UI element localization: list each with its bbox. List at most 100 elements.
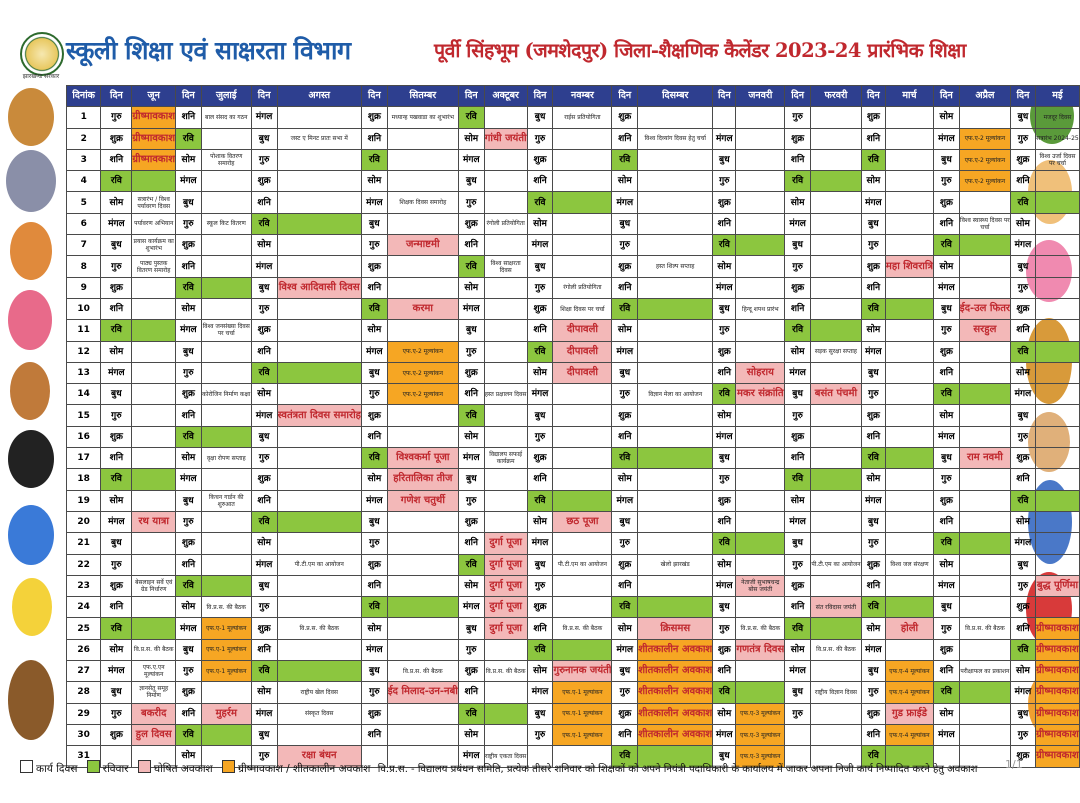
event-cell: राम नवमी: [958, 447, 1012, 470]
event-cell: [386, 276, 459, 299]
weekday-cell: मंगल: [250, 255, 278, 278]
event-cell: [483, 148, 528, 172]
column-header: दिन: [457, 84, 485, 108]
weekday-cell: मंगल: [360, 638, 388, 662]
event-cell: [276, 447, 362, 470]
event-cell: [884, 340, 935, 363]
weekday-cell: बुध: [250, 276, 278, 299]
event-cell: [884, 532, 935, 555]
event-cell: [131, 361, 176, 385]
event-cell: [735, 532, 786, 555]
event-cell: शिक्षा दिवस पर चर्चा: [552, 297, 613, 321]
event-cell: [884, 596, 935, 619]
event-cell: सोहराय: [735, 361, 786, 385]
event-cell: [1034, 319, 1080, 342]
event-cell: एफ.ए-1 मूल्यांकन: [552, 681, 613, 704]
event-cell: वि.प्र.स. की बैठक: [131, 638, 176, 662]
weekday-cell: शनि: [712, 510, 737, 534]
event-cell: [810, 255, 862, 278]
weekday-cell: बुध: [250, 425, 278, 449]
weekday-cell: बुध: [457, 468, 485, 491]
event-cell: [637, 297, 714, 321]
event-cell: [884, 127, 935, 150]
event-cell: [637, 106, 714, 129]
event-cell: [637, 510, 714, 534]
event-cell: [386, 617, 459, 640]
event-cell: ग्रीष्मावकाश: [1034, 745, 1080, 768]
weekday-cell: [784, 723, 811, 747]
weekday-cell: शनि: [250, 191, 278, 214]
column-header: दिन: [611, 84, 639, 108]
weekday-cell: रवि: [860, 745, 886, 768]
weekday-cell: मंगल: [712, 425, 737, 449]
weekday-cell: गुरु: [784, 255, 811, 278]
event-cell: दुर्गा पूजा: [483, 596, 528, 619]
weekday-cell: बुध: [933, 297, 960, 321]
event-cell: एफ.ए.एन मूल्यांकन: [131, 660, 176, 683]
weekday-cell: रवि: [611, 148, 639, 172]
weekday-cell: रवि: [175, 574, 202, 598]
event-cell: विश्वकर्मा पूजा: [386, 447, 459, 470]
event-cell: [1034, 191, 1080, 214]
event-cell: [735, 468, 786, 491]
weekday-cell: सोम: [100, 489, 133, 512]
weekday-cell: गुरु: [860, 383, 886, 406]
event-cell: [386, 702, 459, 725]
calendar-row: 29 गुरु बकरीद शनि मुहर्रम मंगल संस्कृत दिवस शुक…: [65, 702, 1080, 725]
weekday-cell: गुरु: [526, 127, 554, 150]
event-cell: [483, 106, 528, 129]
weekday-cell: रवि: [784, 468, 811, 491]
weekday-cell: बुध: [1010, 404, 1036, 427]
event-cell: [1034, 383, 1080, 406]
event-cell: [552, 404, 613, 427]
weekday-cell: मंगल: [100, 660, 133, 683]
weekday-cell: शुक्र: [360, 255, 388, 278]
weekday-cell: शुक्र: [100, 425, 133, 449]
weekday-cell: शुक्र: [784, 276, 811, 299]
event-cell: मकर संक्रांति: [735, 383, 786, 406]
weekday-cell: सोम: [526, 660, 554, 683]
column-header: नवम्बर: [552, 84, 613, 108]
event-cell: [958, 638, 1012, 662]
weekday-cell: सोम: [1010, 510, 1036, 534]
event-cell: [810, 297, 862, 321]
weekday-cell: बुध: [175, 489, 202, 512]
event-cell: [810, 106, 862, 129]
weekday-cell: बुध: [360, 510, 388, 534]
weekday-cell: बुध: [250, 127, 278, 150]
column-header: दिन: [933, 84, 960, 108]
event-cell: [637, 361, 714, 385]
event-cell: [884, 404, 935, 427]
event-cell: [276, 170, 362, 193]
event-cell: सत्रारंभ / विश्व पर्यावरण दिवस: [131, 191, 176, 214]
event-cell: [131, 297, 176, 321]
event-cell: जस्ट ए मिनट प्रातः सभा में: [276, 127, 362, 150]
weekday-cell: रवि: [860, 447, 886, 470]
event-cell: [200, 340, 252, 363]
event-cell: [131, 276, 176, 299]
weekday-cell: बुध: [457, 617, 485, 640]
event-cell: महा शिवरात्रि: [884, 255, 935, 278]
event-cell: [276, 638, 362, 662]
date-number: 4: [65, 170, 102, 193]
column-header: दिन: [100, 84, 133, 108]
event-cell: [958, 574, 1012, 598]
event-cell: [1034, 255, 1080, 278]
event-cell: शिक्षक दिवस समारोह: [386, 191, 459, 214]
date-number: 28: [65, 681, 102, 704]
weekday-cell: शनि: [784, 297, 811, 321]
calendar-header-row: दिनांक दिन जून दिन जुलाई दिन अगस्त दिन सितम्बर दि…: [65, 84, 1080, 108]
weekday-cell: रवि: [250, 361, 278, 385]
event-cell: विश्व स्वास्थ्य दिवस पर चर्चा: [958, 212, 1012, 236]
weekday-cell: मंगल: [611, 638, 639, 662]
event-cell: [386, 319, 459, 342]
event-cell: [884, 638, 935, 662]
weekday-cell: बुध: [526, 702, 554, 725]
event-cell: विद्यालय सफाई कार्यक्रम: [483, 447, 528, 470]
event-cell: दीपावली: [552, 361, 613, 385]
event-cell: [552, 489, 613, 512]
column-header: दिन: [360, 84, 388, 108]
event-cell: [958, 276, 1012, 299]
weekday-cell: रवि: [933, 234, 960, 257]
weekday-cell: गुरु: [611, 234, 639, 257]
